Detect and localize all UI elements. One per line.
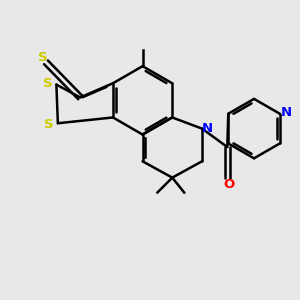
Text: S: S <box>43 76 52 90</box>
Text: S: S <box>38 51 48 64</box>
Text: N: N <box>281 106 292 119</box>
Text: N: N <box>202 122 213 135</box>
Text: S: S <box>44 118 54 131</box>
Text: O: O <box>223 178 234 191</box>
